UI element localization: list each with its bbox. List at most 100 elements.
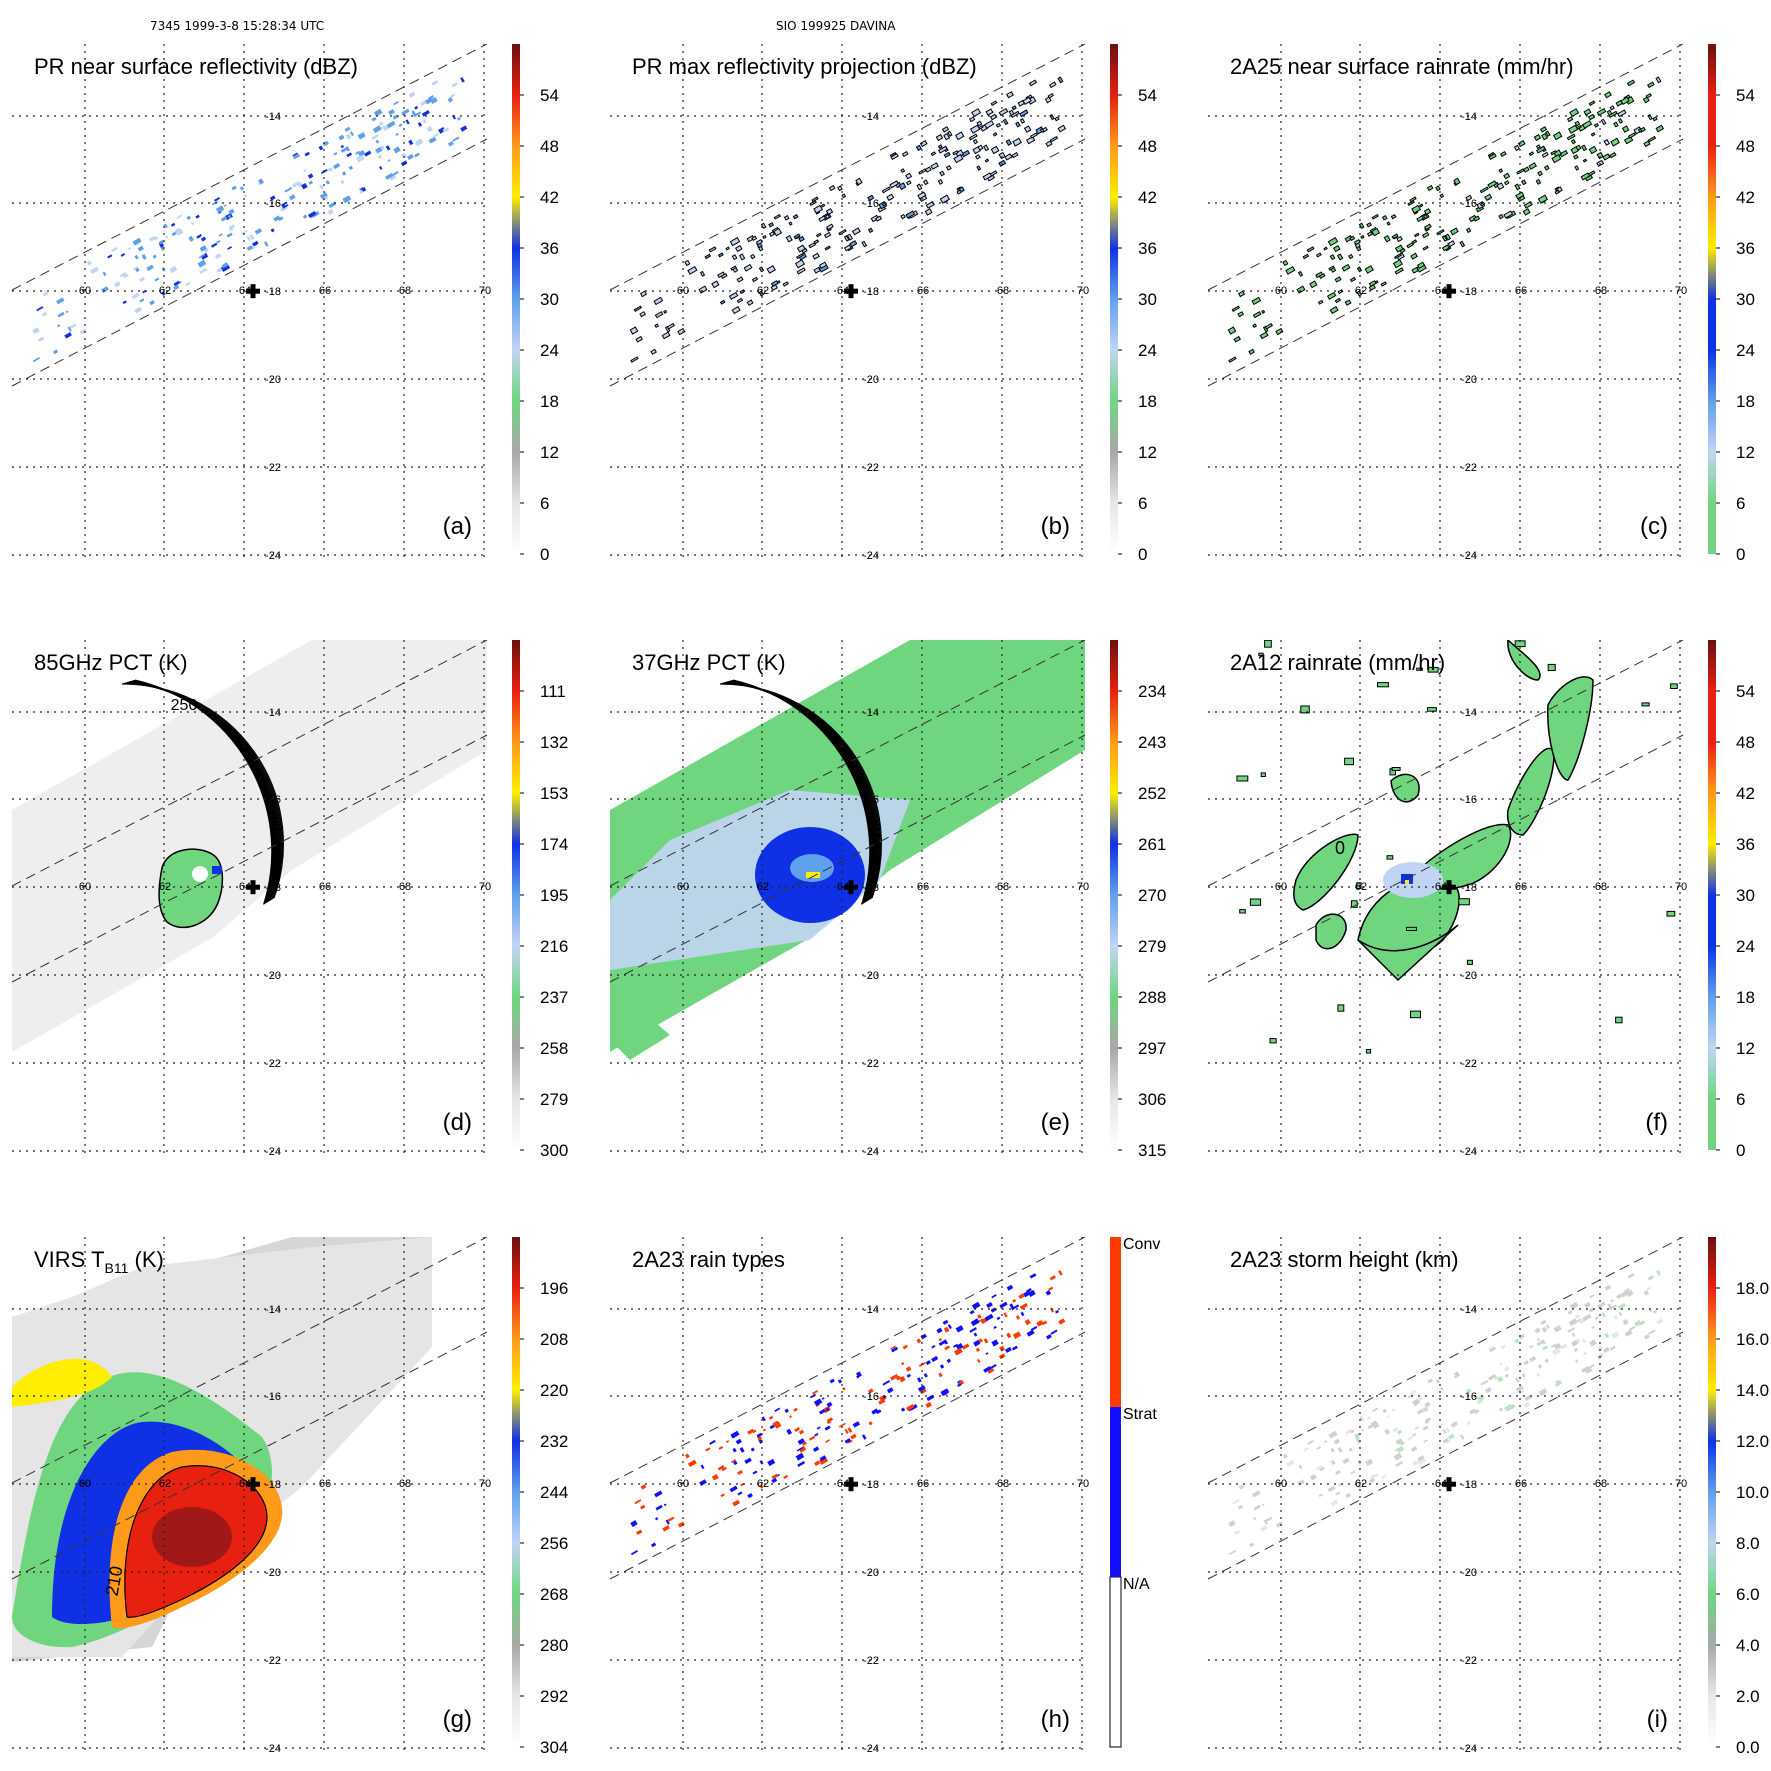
lat-label: -20: [863, 1567, 879, 1579]
echo-cell: [875, 215, 883, 222]
lat-label: -20: [1461, 1567, 1477, 1579]
echo-cell: [983, 1366, 992, 1373]
echo-cell: [1005, 1346, 1012, 1354]
lat-label: -16: [863, 794, 879, 806]
swath-edge-line: [1208, 138, 1683, 387]
echo-cell: [1537, 170, 1543, 177]
swath-edge-line: [12, 1331, 487, 1580]
lat-label: -14: [863, 707, 879, 719]
rain-area: [1547, 676, 1594, 781]
echo-cell: [1360, 234, 1365, 240]
echo-cell: [1551, 1343, 1557, 1348]
lat-label: -24: [265, 550, 281, 562]
echo-cell: [955, 1343, 964, 1351]
echo-cell: [1233, 335, 1241, 343]
echo-cell: [1610, 1331, 1620, 1339]
echo-cell: [1498, 213, 1504, 220]
echo-cell: [1582, 158, 1588, 163]
echo-cell: [228, 224, 236, 230]
echo-cell: [425, 97, 434, 105]
colorbar-ramp: [512, 44, 520, 554]
echo-cell: [1006, 1284, 1014, 1291]
echo-cell: [1252, 1490, 1261, 1498]
echo-cell: [1448, 1433, 1455, 1440]
echo-cell: [215, 205, 225, 214]
echo-cell: [1584, 1302, 1591, 1309]
lat-label: -20: [1461, 970, 1477, 982]
echo-cell: [1588, 100, 1596, 106]
storm-center-cross: [246, 880, 260, 895]
echo-cell: [1517, 140, 1526, 148]
echo-cell: [1045, 1290, 1052, 1296]
echo-cell: [771, 1477, 778, 1484]
echo-cell: [386, 120, 396, 129]
echo-cell: [684, 259, 691, 267]
echo-cell: [1588, 1307, 1595, 1313]
echo-cell: [941, 126, 950, 133]
lon-label: 68: [399, 1478, 411, 1490]
echo-cell: [653, 296, 664, 306]
echo-cell: [1329, 306, 1339, 315]
colorbar-label: 0: [1138, 545, 1147, 564]
echo-cell: [704, 253, 712, 260]
echo-cell: [363, 150, 372, 157]
echo-cell: [1396, 235, 1403, 243]
colorbar-label: 30: [540, 290, 559, 309]
colorbar-label: 14.0: [1736, 1381, 1769, 1400]
echo-cell: [936, 1327, 943, 1334]
echo-cell: [1569, 1301, 1579, 1310]
lon-label: 70: [1675, 1478, 1687, 1490]
echo-cell: [984, 120, 995, 129]
echo-cell: [1487, 180, 1498, 189]
echo-cell: [843, 244, 852, 252]
echo-cell: [139, 298, 145, 303]
echo-cell: [111, 246, 118, 252]
swath-edge-line: [12, 44, 487, 291]
echo-cell: [1335, 1469, 1341, 1475]
echo-cell: [1596, 107, 1607, 117]
echo-cell: [1553, 1343, 1562, 1351]
echo-cell: [1644, 1334, 1650, 1340]
echo-cell: [629, 326, 639, 335]
echo-cell: [240, 229, 248, 235]
echo-cell: [1232, 1499, 1240, 1505]
echo-cell: [1604, 1332, 1610, 1339]
lon-label: 66: [1515, 285, 1527, 297]
echo-cell: [244, 194, 248, 198]
echo-cell: [1627, 1273, 1635, 1279]
echo-cell: [1423, 1439, 1429, 1443]
echo-cell: [1327, 237, 1339, 247]
echo-cell: [717, 252, 724, 258]
echo-cell: [917, 1377, 922, 1383]
echo-cell: [122, 300, 127, 305]
echo-cell: [175, 228, 184, 236]
colorbar-label: 279: [540, 1090, 568, 1109]
panel-map-area: [1208, 44, 1683, 387]
echo-cell: [1422, 245, 1429, 251]
lon-label: 70: [1077, 1478, 1089, 1490]
lon-label: 62: [1355, 285, 1367, 297]
echo-cell: [1012, 1298, 1017, 1303]
echo-cell: [1535, 144, 1541, 149]
echo-cell: [428, 136, 437, 144]
echo-cell: [651, 1542, 657, 1548]
lon-label: 62: [159, 285, 171, 297]
echo-cell: [1435, 185, 1441, 192]
echo-cell: [769, 1424, 775, 1430]
echo-cell: [377, 154, 383, 159]
colorbar-label: 292: [540, 1687, 568, 1706]
echo-cell: [53, 349, 59, 355]
lat-label: -18: [1461, 1479, 1477, 1491]
echo-cell: [978, 1318, 983, 1323]
echo-cell: [197, 259, 207, 268]
echo-cell: [905, 210, 916, 219]
storm-center-cross-v: [250, 284, 256, 299]
echo-cell: [956, 189, 963, 195]
echo-cell: [751, 1429, 757, 1434]
echo-cell: [1282, 1453, 1288, 1459]
echo-cell: [163, 223, 168, 229]
echo-cell: [759, 1484, 764, 1489]
echo-cell: [1604, 1284, 1612, 1291]
echo-cell: [925, 1401, 932, 1409]
